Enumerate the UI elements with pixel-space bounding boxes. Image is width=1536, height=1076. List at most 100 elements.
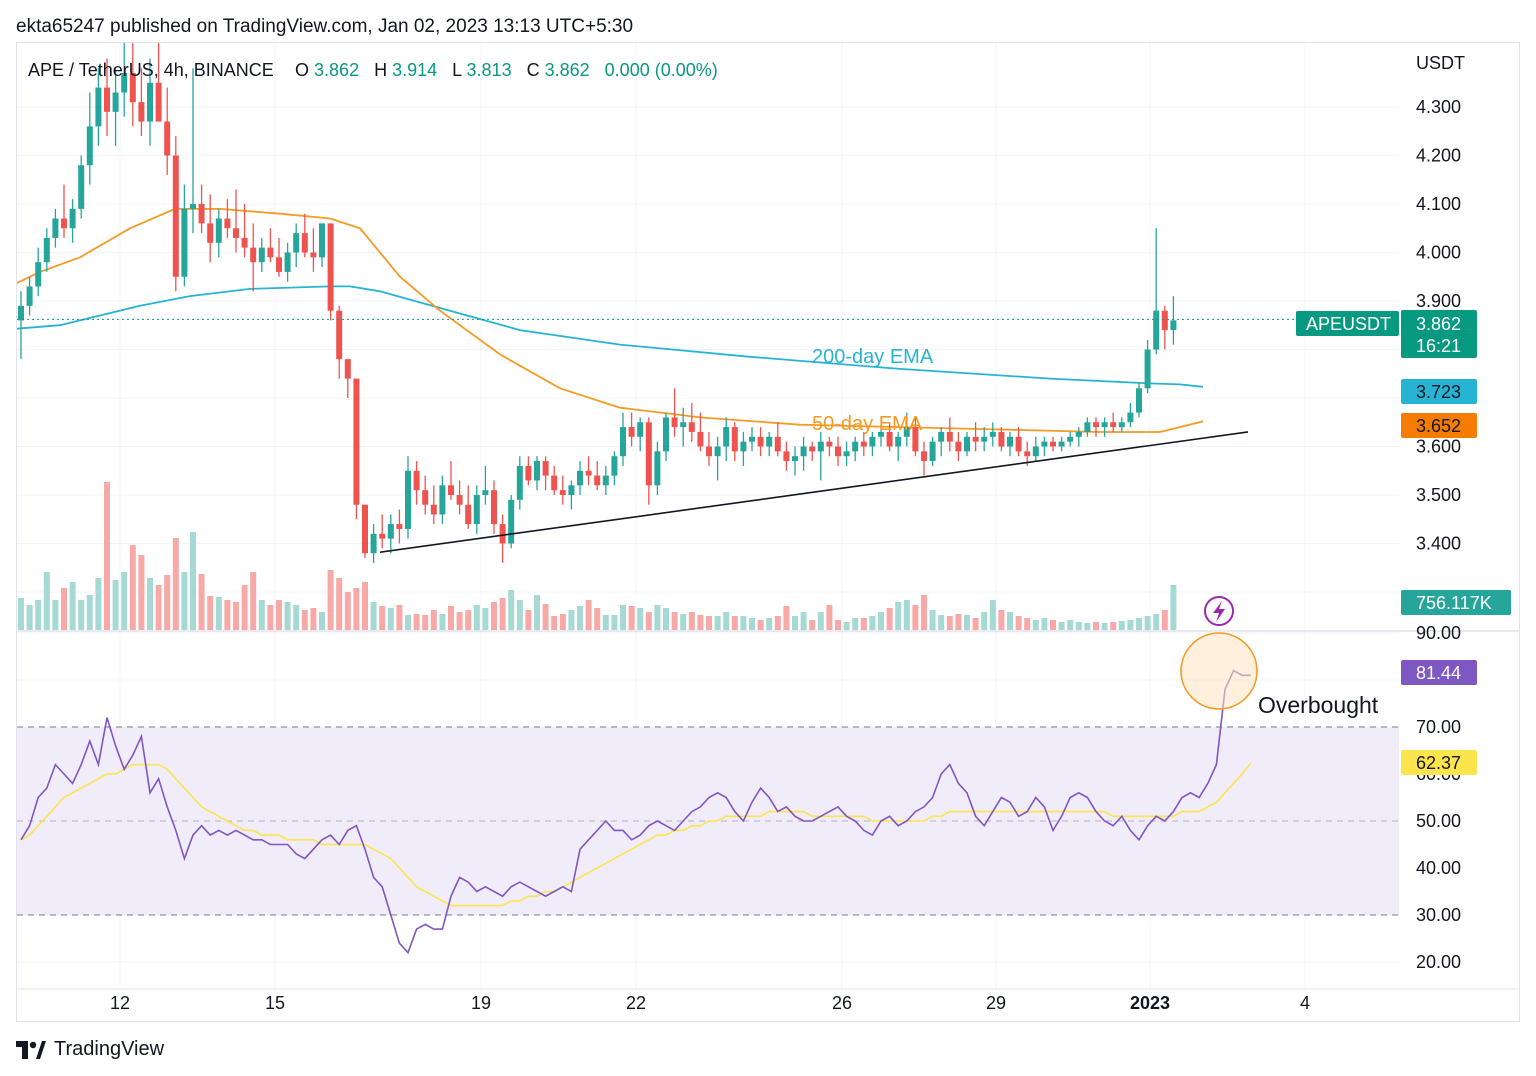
- footer-brand[interactable]: TradingView: [16, 1038, 164, 1061]
- legend-o-label: O: [295, 60, 309, 80]
- symbol-price-tag[interactable]: APEUSDT 3.862 16:21: [1296, 310, 1477, 358]
- candle-body: [577, 470, 583, 486]
- volume-bar: [817, 612, 824, 630]
- volume-bar: [1007, 612, 1013, 630]
- volume-bar: [1032, 620, 1039, 630]
- candle-body: [491, 490, 497, 525]
- volume-bar: [1170, 585, 1177, 630]
- volume-bar: [757, 620, 764, 630]
- volume-bar: [344, 592, 351, 630]
- candle-body: [1136, 388, 1142, 413]
- candle-body: [121, 73, 128, 93]
- volume-bar: [706, 616, 712, 630]
- candle-body: [611, 456, 618, 476]
- candle-body: [680, 422, 687, 428]
- volume-bar: [448, 606, 454, 630]
- rsi-ma-tag-text: 62.37: [1416, 753, 1461, 773]
- candle-body: [766, 436, 773, 447]
- candle-body: [1127, 412, 1134, 423]
- publisher-line: ekta65247 published on TradingView.com, …: [16, 16, 634, 37]
- candle-body: [628, 427, 635, 437]
- candle-body: [1110, 422, 1117, 428]
- candle-body: [1050, 441, 1056, 447]
- volume-bar: [766, 618, 773, 630]
- volume-bar: [422, 615, 429, 630]
- volume-bar: [1093, 622, 1099, 630]
- candle-body: [869, 436, 876, 447]
- volume-bar: [379, 606, 386, 630]
- volume-bar: [654, 605, 661, 630]
- candle-body: [95, 87, 102, 127]
- candle-body: [895, 436, 902, 447]
- candle-body: [938, 431, 945, 442]
- volume-bar: [250, 572, 257, 630]
- ema200-label: 200-day EMA: [812, 346, 934, 368]
- candle-body: [903, 427, 910, 437]
- candle-body: [955, 441, 962, 452]
- rsi-tag-text: 81.44: [1416, 663, 1461, 683]
- lightning-icon[interactable]: [1204, 596, 1234, 626]
- volume-bar: [903, 600, 910, 630]
- price-tick-label: 3.400: [1416, 534, 1461, 554]
- volume-bar: [147, 578, 153, 630]
- candle-body: [826, 441, 833, 447]
- candle-body: [224, 218, 231, 229]
- candle-body: [559, 490, 566, 495]
- price-tick-label: 4.100: [1416, 194, 1461, 214]
- volume-bar: [929, 610, 936, 630]
- volume-bars: [18, 482, 1177, 630]
- candle-body: [671, 417, 678, 428]
- time-tick-label: 2023: [1130, 993, 1170, 1013]
- chart-frame[interactable]: [16, 42, 1520, 1022]
- candle-body: [430, 504, 437, 515]
- candle-body: [1093, 422, 1099, 428]
- rsi-tick-label: 40.00: [1416, 858, 1461, 878]
- rsi-ma-value-tag: 62.37: [1401, 750, 1477, 775]
- price-tick-label: 4.300: [1416, 97, 1461, 117]
- candle-body: [508, 499, 515, 544]
- volume-bar: [938, 615, 945, 630]
- volume-bar: [224, 600, 231, 630]
- candle-body: [319, 223, 325, 258]
- volume-bar: [267, 605, 274, 630]
- volume-bar: [491, 602, 497, 630]
- overbought-highlight: [1180, 632, 1258, 710]
- candle-body: [568, 485, 575, 495]
- volume-bar: [680, 614, 687, 630]
- volume-bar: [499, 598, 506, 630]
- candle-body: [516, 465, 523, 500]
- volume-bar: [1075, 622, 1082, 630]
- candle-body: [267, 247, 274, 258]
- candle-body: [886, 431, 893, 447]
- candle-body: [542, 461, 549, 476]
- ema200-line: [17, 285, 1204, 388]
- candle-body: [353, 378, 360, 505]
- volume-bar: [1024, 618, 1031, 630]
- candle-body: [104, 87, 110, 112]
- candle-body: [878, 431, 884, 437]
- volume-bar: [112, 580, 119, 630]
- candle-body: [637, 422, 644, 437]
- price-tick-label: 3.600: [1416, 437, 1461, 457]
- candle-body: [1170, 320, 1177, 331]
- volume-bar: [843, 622, 850, 630]
- volume-bar: [731, 616, 738, 630]
- candle-body: [1075, 431, 1082, 437]
- volume-bar: [1041, 618, 1048, 630]
- legend-l-value: 3.813: [467, 60, 512, 80]
- candle-body: [413, 470, 420, 491]
- volume-bar: [852, 618, 859, 630]
- volume-bar: [525, 610, 532, 630]
- ema50-tag-text: 3.652: [1416, 416, 1461, 436]
- time-tick-label: 26: [832, 993, 852, 1013]
- volume-bar: [301, 610, 308, 630]
- time-tick-label: 22: [626, 993, 646, 1013]
- time-tick-label: 12: [110, 993, 130, 1013]
- candle-body: [843, 451, 850, 457]
- volume-bar: [878, 612, 884, 630]
- legend-ohlc: O 3.862 H 3.914 L 3.813 C 3.862 0.000 (0…: [295, 60, 718, 80]
- volume-bar: [972, 618, 979, 630]
- volume-bar: [319, 612, 325, 630]
